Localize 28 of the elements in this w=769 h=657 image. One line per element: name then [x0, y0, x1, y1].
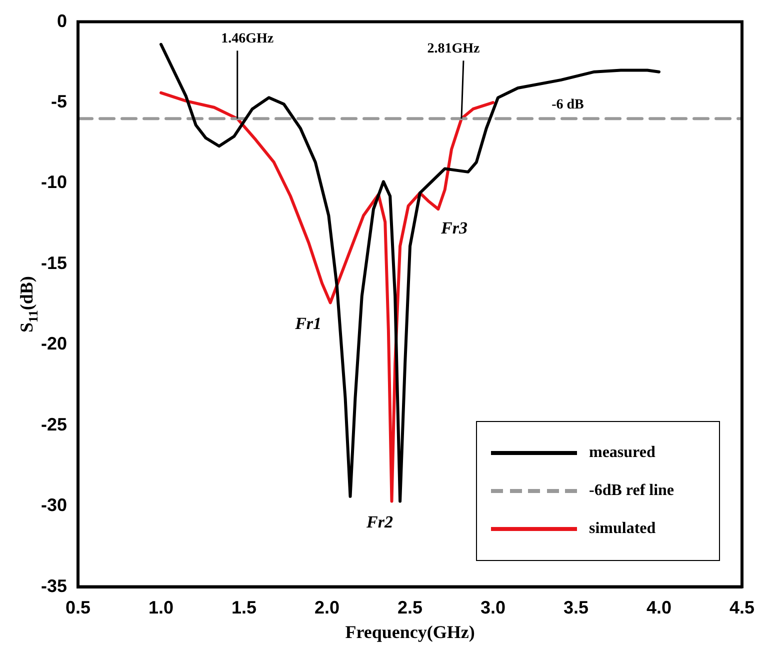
annotation: -6 dB: [552, 97, 584, 112]
x-tick-label: 1.0: [148, 598, 174, 618]
annotation: 1.46GHz: [221, 31, 274, 46]
x-tick-label: 2.0: [314, 598, 340, 618]
x-tick-label: 3.5: [563, 598, 589, 618]
annotation: Fr2: [366, 512, 394, 532]
y-tick-label: -35: [41, 576, 68, 596]
y-tick-label: -5: [51, 91, 68, 112]
annotation: Fr1: [294, 314, 322, 334]
y-tick-label: -10: [41, 172, 68, 192]
x-tick-label: 0.5: [66, 598, 91, 618]
y-tick-label: 0: [57, 10, 68, 31]
legend-label: -6dB ref line: [589, 482, 676, 500]
y-tick-label: -20: [41, 334, 68, 354]
annotation: Fr3: [440, 218, 468, 238]
x-tick-label: 1.5: [231, 598, 257, 618]
annotation: 2.81GHz: [427, 41, 480, 56]
y-tick-label: -30: [41, 495, 68, 516]
x-tick-label: 2.5: [397, 598, 423, 618]
y-tick-label: -15: [41, 252, 68, 273]
y-axis-title: S11(dB): [16, 276, 40, 332]
legend-label: measured: [589, 444, 656, 462]
y-tick-label: -25: [41, 414, 68, 434]
legend-label: simulated: [589, 520, 657, 538]
x-tick-label: 4.5: [729, 598, 755, 618]
x-tick-label: 4.0: [646, 598, 672, 618]
x-axis-title: Frequency(GHz): [345, 622, 475, 642]
x-tick-label: 3.0: [480, 598, 506, 618]
